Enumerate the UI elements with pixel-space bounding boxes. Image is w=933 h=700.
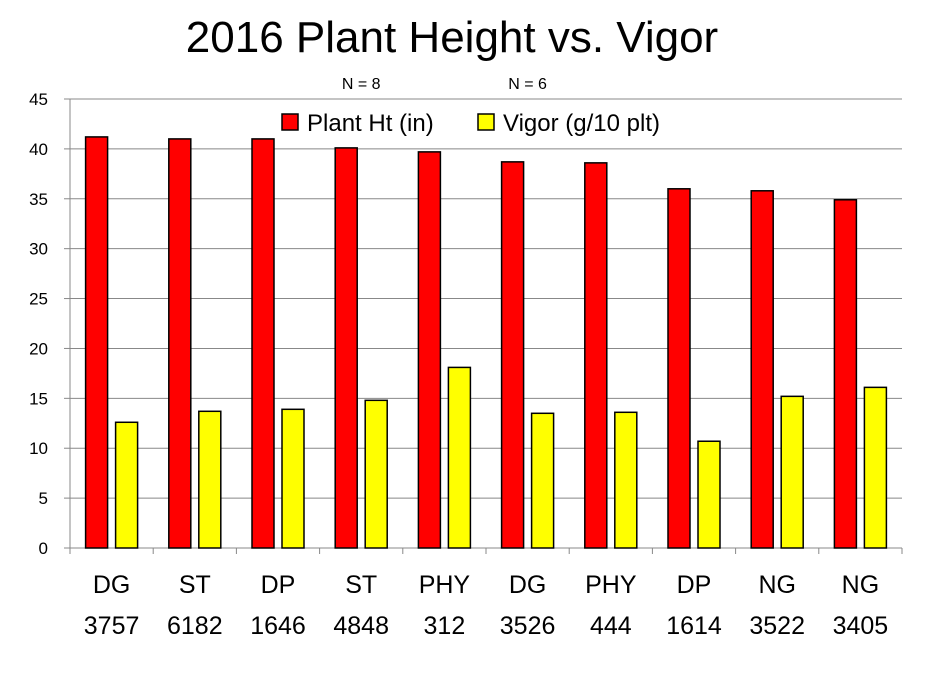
legend-label: Plant Ht (in) (307, 110, 434, 137)
vigor-bar (364, 399, 388, 549)
legend-swatch (281, 113, 299, 131)
x-category-label-line2: 3526 (500, 612, 556, 640)
y-tick-label: 30 (29, 240, 48, 259)
x-category-label-line2: 3522 (749, 612, 805, 640)
y-tick-label: 35 (29, 190, 48, 209)
plant-height-bar (168, 138, 192, 549)
x-category-label-line1: DP (261, 571, 296, 599)
x-category-label-line2: 3405 (833, 612, 889, 640)
annotations: N = 8 N = 6 (342, 76, 547, 93)
x-category-label-line1: NG (842, 571, 880, 599)
plant-height-bar (334, 147, 358, 549)
vigor-bar (863, 386, 888, 549)
x-category-label-line1: DP (677, 571, 712, 599)
x-category-label-line2: 312 (424, 612, 466, 640)
vigor-bar (614, 411, 638, 549)
x-category-label-line1: DG (93, 571, 131, 599)
vigor-bar (281, 408, 305, 549)
sample-size-note: N = 6 (508, 76, 547, 93)
plant-height-bar (667, 188, 691, 549)
x-category-label-line1: NG (758, 571, 796, 599)
plant-height-bar (750, 190, 774, 549)
plant-height-bar (500, 161, 525, 549)
x-category-label-line2: 4848 (333, 612, 389, 640)
plant-height-bar (584, 162, 608, 549)
y-tick-label: 25 (29, 290, 48, 309)
vigor-bar (697, 440, 721, 549)
y-tick-label: 5 (39, 489, 48, 508)
vigor-bar (780, 395, 804, 549)
gridlines (70, 98, 902, 499)
sample-size-note: N = 8 (342, 76, 381, 93)
legend-label: Vigor (g/10 plt) (503, 110, 660, 137)
plant-height-bar (84, 136, 109, 549)
chart-title: 2016 Plant Height vs. Vigor (186, 13, 718, 62)
x-category-label-line1: DG (509, 571, 547, 599)
x-category-label-line1: ST (179, 571, 211, 599)
x-category-label-line1: PHY (585, 571, 637, 599)
y-tick-label: 10 (29, 439, 48, 458)
y-tick-label: 20 (29, 339, 48, 358)
y-tick-label: 45 (29, 90, 48, 109)
y-tick-label: 40 (29, 140, 48, 159)
x-category-label-line2: 1646 (250, 612, 306, 640)
x-category-label-line1: ST (345, 571, 377, 599)
x-category-label-line1: PHY (419, 571, 471, 599)
x-category-label-line2: 444 (590, 612, 632, 640)
bars (84, 136, 888, 549)
plant-height-bar (833, 199, 858, 549)
plant-height-bar (417, 151, 442, 549)
x-category-label-line2: 3757 (84, 612, 140, 640)
y-tick-label: 0 (39, 539, 48, 558)
vigor-bar (198, 410, 222, 549)
x-category-label-line2: 6182 (167, 612, 223, 640)
axis-labels: 0 5 10 15 20 25 30 35 40 45 DG 3757 ST 6182 DP 1646 ST 48… (29, 90, 888, 640)
legend-swatch (477, 113, 495, 131)
y-tick-label: 15 (29, 389, 48, 408)
vigor-bar (447, 366, 472, 549)
vigor-bar (114, 421, 139, 549)
legend: Plant Ht (in) Vigor (g/10 plt) (281, 110, 660, 137)
plant-height-bar (251, 138, 275, 549)
x-category-label-line2: 1614 (666, 612, 722, 640)
vigor-bar (530, 412, 555, 549)
